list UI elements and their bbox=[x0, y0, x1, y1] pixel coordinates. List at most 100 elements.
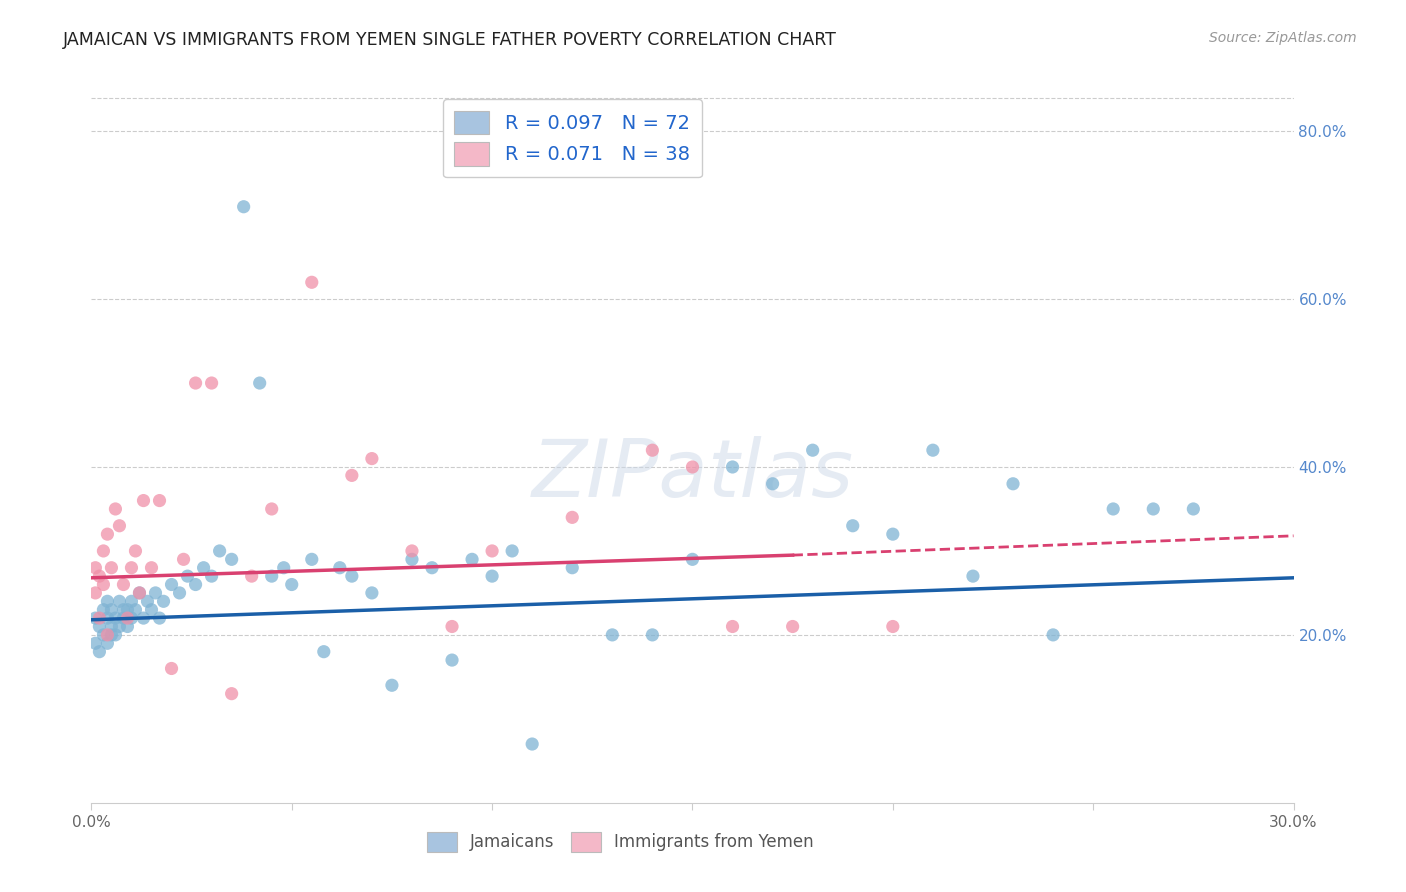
Point bbox=[96, 611, 118, 625]
Point bbox=[89, 645, 111, 659]
Point bbox=[1102, 502, 1125, 516]
Point bbox=[1001, 476, 1024, 491]
Point bbox=[93, 603, 115, 617]
Point bbox=[84, 560, 107, 574]
Point bbox=[84, 611, 107, 625]
Point bbox=[801, 443, 824, 458]
Legend: Jamaicans, Immigrants from Yemen: Jamaicans, Immigrants from Yemen bbox=[420, 825, 821, 859]
Point bbox=[100, 628, 122, 642]
Point bbox=[201, 376, 224, 390]
Point bbox=[360, 451, 382, 466]
Point bbox=[221, 687, 243, 701]
Point bbox=[232, 200, 254, 214]
Point bbox=[301, 275, 323, 289]
Point bbox=[962, 569, 984, 583]
Point bbox=[681, 460, 703, 475]
Point bbox=[461, 552, 484, 566]
Point bbox=[89, 611, 111, 625]
Point bbox=[641, 443, 664, 458]
Point bbox=[561, 510, 583, 524]
Point bbox=[93, 628, 115, 642]
Point bbox=[148, 611, 170, 625]
Point bbox=[522, 737, 544, 751]
Point bbox=[104, 502, 127, 516]
Point bbox=[124, 603, 146, 617]
Point bbox=[160, 577, 183, 591]
Point bbox=[108, 619, 131, 633]
Point bbox=[152, 594, 174, 608]
Point bbox=[176, 569, 198, 583]
Point bbox=[360, 586, 382, 600]
Point bbox=[201, 569, 224, 583]
Point bbox=[84, 636, 107, 650]
Point bbox=[561, 560, 583, 574]
Point bbox=[1182, 502, 1205, 516]
Point bbox=[240, 569, 263, 583]
Point bbox=[221, 552, 243, 566]
Point bbox=[273, 560, 295, 574]
Point bbox=[160, 661, 183, 675]
Point bbox=[440, 619, 463, 633]
Point bbox=[121, 560, 143, 574]
Point bbox=[922, 443, 945, 458]
Point bbox=[249, 376, 271, 390]
Point bbox=[100, 619, 122, 633]
Point bbox=[96, 527, 118, 541]
Point bbox=[108, 518, 131, 533]
Point bbox=[96, 636, 118, 650]
Point bbox=[121, 594, 143, 608]
Point bbox=[184, 376, 207, 390]
Point bbox=[260, 502, 283, 516]
Point bbox=[117, 603, 139, 617]
Text: ZIPatlas: ZIPatlas bbox=[531, 435, 853, 514]
Point bbox=[104, 611, 127, 625]
Point bbox=[93, 577, 115, 591]
Point bbox=[117, 619, 139, 633]
Point bbox=[440, 653, 463, 667]
Point bbox=[132, 611, 155, 625]
Point bbox=[100, 603, 122, 617]
Point bbox=[112, 603, 135, 617]
Point bbox=[1142, 502, 1164, 516]
Point bbox=[148, 493, 170, 508]
Point bbox=[136, 594, 159, 608]
Point bbox=[193, 560, 215, 574]
Point bbox=[882, 527, 904, 541]
Point bbox=[96, 628, 118, 642]
Point bbox=[128, 586, 150, 600]
Point bbox=[481, 544, 503, 558]
Point bbox=[141, 560, 163, 574]
Point bbox=[340, 569, 363, 583]
Point bbox=[329, 560, 352, 574]
Point bbox=[169, 586, 191, 600]
Point bbox=[173, 552, 195, 566]
Point bbox=[721, 460, 744, 475]
Point bbox=[301, 552, 323, 566]
Point bbox=[208, 544, 231, 558]
Point bbox=[124, 544, 146, 558]
Point bbox=[184, 577, 207, 591]
Point bbox=[108, 594, 131, 608]
Point bbox=[117, 611, 139, 625]
Point bbox=[100, 560, 122, 574]
Point bbox=[281, 577, 304, 591]
Point bbox=[340, 468, 363, 483]
Point bbox=[112, 577, 135, 591]
Point bbox=[420, 560, 443, 574]
Point bbox=[145, 586, 167, 600]
Point bbox=[762, 476, 785, 491]
Point bbox=[602, 628, 624, 642]
Point bbox=[141, 603, 163, 617]
Point bbox=[721, 619, 744, 633]
Point bbox=[841, 518, 863, 533]
Point bbox=[401, 544, 423, 558]
Point bbox=[312, 645, 335, 659]
Text: JAMAICAN VS IMMIGRANTS FROM YEMEN SINGLE FATHER POVERTY CORRELATION CHART: JAMAICAN VS IMMIGRANTS FROM YEMEN SINGLE… bbox=[63, 31, 837, 49]
Point bbox=[882, 619, 904, 633]
Point bbox=[401, 552, 423, 566]
Point bbox=[481, 569, 503, 583]
Point bbox=[132, 493, 155, 508]
Point bbox=[84, 586, 107, 600]
Point bbox=[104, 628, 127, 642]
Point bbox=[260, 569, 283, 583]
